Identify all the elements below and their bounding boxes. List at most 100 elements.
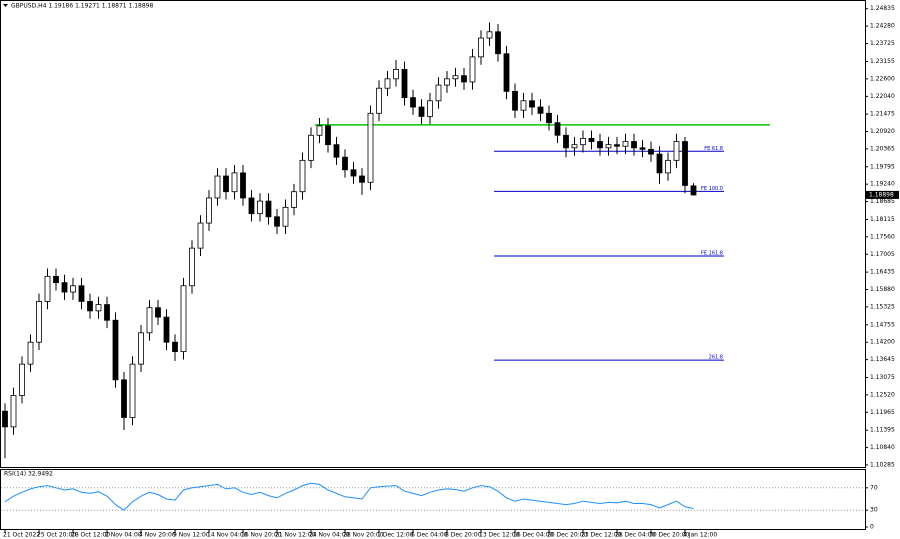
x-tick-label: 13 Dec 12:00 xyxy=(479,532,520,539)
fib-label: FE 100.0 xyxy=(701,186,723,192)
candle-body xyxy=(44,275,51,302)
candle-body xyxy=(622,141,629,147)
x-tick-label: 1 Dec 12:00 xyxy=(377,532,414,539)
x-tick-label: 21 Nov 12:00 xyxy=(275,532,316,539)
candle-body xyxy=(248,197,255,215)
rsi-frame xyxy=(0,469,866,530)
candle-body xyxy=(112,319,119,381)
x-tick-label: 14 Nov 04:00 xyxy=(207,532,248,539)
candle-body xyxy=(231,172,238,193)
candle-body xyxy=(614,144,620,147)
y-tick-label: 1.20365 xyxy=(870,145,895,152)
candle-body xyxy=(648,148,654,155)
rsi-line xyxy=(4,482,694,511)
candle-body xyxy=(401,69,408,99)
candle-body xyxy=(554,122,561,136)
y-tick-label: 1.13075 xyxy=(870,374,895,381)
y-tick-label: 1.23155 xyxy=(870,58,895,65)
x-tick-label: 6 Dec 04:00 xyxy=(411,532,448,539)
candle-body xyxy=(665,159,671,174)
candle-body xyxy=(299,159,306,193)
candle-body xyxy=(129,363,136,418)
candle-body xyxy=(537,106,544,114)
y-tick-label: 0 xyxy=(870,524,874,531)
candle-body xyxy=(36,301,42,343)
candle-body xyxy=(486,31,493,39)
candle-body xyxy=(546,112,552,124)
candle-body xyxy=(223,175,229,193)
fib-label: FE 161.8 xyxy=(701,250,723,256)
candle-body xyxy=(410,97,416,108)
candle-body xyxy=(571,144,578,149)
candle-body xyxy=(61,282,68,293)
candle-body xyxy=(376,87,382,114)
candle-body xyxy=(495,31,501,55)
x-tick-label: 16 Nov 20:00 xyxy=(241,532,282,539)
x-tick-label: 9 Nov 12:00 xyxy=(173,532,210,539)
candle-body xyxy=(333,144,340,158)
candle-body xyxy=(282,206,289,227)
y-tick-label: 1.11395 xyxy=(870,427,895,434)
candle-body xyxy=(78,285,85,302)
y-tick-label: 1.13645 xyxy=(870,356,895,363)
candle-body xyxy=(580,137,586,146)
y-tick-label: 1.18115 xyxy=(870,216,895,223)
candle-body xyxy=(520,100,527,111)
candle-body xyxy=(70,285,76,293)
y-tick-label: 1.17560 xyxy=(870,233,895,240)
candle-body xyxy=(512,90,518,111)
x-tick-label: 16 Dec 04:00 xyxy=(513,532,554,539)
y-tick-label: 1.17005 xyxy=(870,251,895,258)
y-tick-label: 1.14755 xyxy=(870,321,895,328)
candle-body xyxy=(393,69,399,80)
candle-body xyxy=(274,216,280,227)
candle-body xyxy=(316,125,323,136)
y-tick-label: 1.24835 xyxy=(870,5,895,12)
candle-body xyxy=(427,100,433,117)
y-tick-label: 1.15880 xyxy=(870,286,895,293)
candle-body xyxy=(265,200,272,218)
candle-body xyxy=(197,222,204,249)
candle-body xyxy=(163,316,170,343)
candle-body xyxy=(529,100,535,108)
candle-body xyxy=(172,341,178,353)
candle-body xyxy=(469,56,476,83)
candle-body xyxy=(350,169,357,177)
chart-title: GBPUSD,H4 1.19186 1.19271 1.18871 1.1889… xyxy=(11,3,153,10)
candle-body xyxy=(435,84,442,102)
x-tick-label: 28 Oct 12:00 xyxy=(71,532,110,539)
candle-body xyxy=(563,134,569,149)
candle-body xyxy=(673,141,680,161)
candle-body xyxy=(452,75,459,80)
candle-body xyxy=(325,125,331,146)
rsi-title: RSI(14) 32.9492 xyxy=(4,471,53,478)
candle-body xyxy=(342,156,348,171)
candle-body xyxy=(444,78,450,86)
candle-body xyxy=(308,134,314,161)
candle-body xyxy=(656,153,663,174)
candle-body xyxy=(19,363,25,396)
x-tick-label: 21 Oct 2022 xyxy=(3,532,40,539)
candle-body xyxy=(155,307,161,318)
y-tick-label: 1.18685 xyxy=(870,198,895,205)
y-tick-label: 1.20920 xyxy=(870,128,895,135)
y-tick-label: 1.11965 xyxy=(870,409,895,416)
candle-body xyxy=(104,304,110,321)
x-tick-label: 25 Oct 20:00 xyxy=(37,532,76,539)
x-tick-label: 8 Dec 20:00 xyxy=(445,532,482,539)
candle-body xyxy=(138,332,144,365)
menu-icon xyxy=(3,4,8,7)
candle-body xyxy=(10,395,17,428)
last-price-label: 1.18898 xyxy=(869,191,894,198)
x-tick-label: 28 Nov 20:00 xyxy=(343,532,384,539)
candle-body xyxy=(180,285,187,353)
x-tick-label: 23 Dec 12:00 xyxy=(581,532,622,539)
candle-body xyxy=(27,341,34,365)
candle-body xyxy=(121,379,127,418)
candle-body xyxy=(639,147,646,150)
main-frame xyxy=(0,0,866,468)
candle-body xyxy=(478,37,484,58)
candle-body xyxy=(206,197,212,224)
candle-body xyxy=(367,112,374,183)
